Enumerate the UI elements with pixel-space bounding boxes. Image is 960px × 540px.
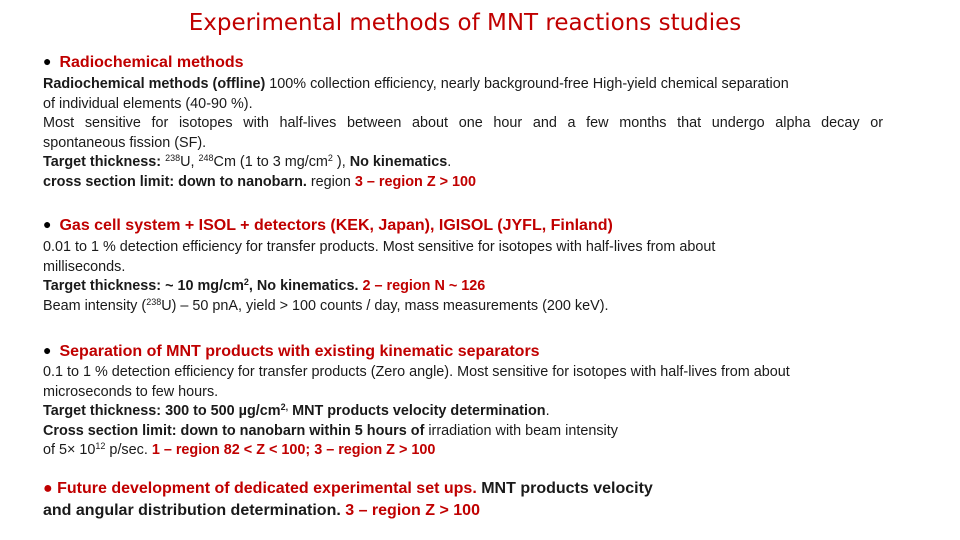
bold-label: Target thickness: ~ 10 mg/cm (43, 278, 244, 294)
text-line: Target thickness: 300 to 500 µg/cm2, MNT… (43, 402, 883, 422)
text-span: Beam intensity ( (43, 297, 147, 314)
text-span: 100% collection efficiency, nearly backg… (265, 76, 789, 92)
bullet-icon: ● (43, 216, 52, 232)
text-line: of individual elements (40-90 %). (43, 95, 253, 112)
page-title: Experimental methods of MNT reactions st… (188, 10, 742, 36)
section-future-development: ● Future development of dedicated experi… (43, 478, 923, 522)
bold-label: Cross section limit: down to nanobarn wi… (43, 422, 425, 439)
text-span: region (306, 173, 355, 190)
text-line: spontaneous fission (SF). (43, 134, 207, 151)
section-radiochemical-body: Radiochemical methods (offline) 100% col… (43, 75, 883, 192)
section-gas-cell-heading: ● Gas cell system + ISOL + detectors (KEK… (43, 216, 613, 235)
text-span: . (545, 403, 550, 419)
text-line: Target thickness: 238U, 248Cm (1 to 3 mg… (43, 153, 883, 173)
heading-text: Radiochemical methods (59, 54, 244, 71)
heading-text: Gas cell system + ISOL + detectors (KEK,… (59, 217, 613, 234)
bold-label: No kinematics (349, 154, 448, 170)
text-line: of 5× 1012 p/sec. 1 – region 82 < Z < 10… (43, 441, 883, 461)
text-line: Beam intensity (238U) – 50 pnA, yield > … (43, 297, 883, 317)
text-span: MNT products velocity (476, 480, 653, 497)
mass-number: 238 (165, 153, 181, 163)
text-line: 0.01 to 1 % detection efficiency for tra… (43, 239, 716, 255)
text-line: milliseconds. (43, 258, 126, 275)
bullet-icon: ● (43, 342, 52, 358)
text-line: Radiochemical methods (offline) 100% col… (43, 75, 883, 95)
text-line: Cross section limit: down to nanobarn wi… (43, 422, 883, 442)
text-span: ), (332, 154, 350, 170)
text-span: . (447, 154, 452, 170)
bold-label: Target thickness: 300 to 500 µg/cm (43, 403, 281, 419)
text-span: and angular distribution determination. (43, 502, 341, 519)
text-line: ● Future development of dedicated experi… (43, 478, 923, 500)
text-line: Target thickness: ~ 10 mg/cm2, No kinema… (43, 277, 883, 297)
region-label: 1 – region 82 < Z < 100; 3 – region Z > … (151, 442, 436, 458)
region-label: 2 – region N ~ 126 (358, 278, 486, 294)
text-line: cross section limit: down to nanobarn. r… (43, 173, 883, 193)
text-span: of 5× 10 (43, 442, 96, 458)
bold-label: Target thickness: (43, 154, 162, 170)
bold-label: Radiochemical methods (offline) (43, 76, 266, 92)
bold-label: MNT products velocity determination (288, 403, 546, 419)
bold-label: cross section limit: down to nanobarn. (43, 173, 307, 190)
exponent: 2 (243, 277, 249, 287)
bullet-icon: ● (43, 53, 52, 69)
text-line: and angular distribution determination. … (43, 500, 923, 522)
text-span: U) – 50 pnA, yield > 100 counts / day, m… (161, 297, 609, 314)
section-kinematic-separators-heading: ● Separation of MNT products with existin… (43, 342, 540, 361)
text-span: irradiation with beam intensity (424, 422, 618, 439)
future-heading: ● Future development of dedicated experi… (43, 480, 477, 497)
mass-number: 238 (146, 296, 162, 307)
section-radiochemical-heading: ● Radiochemical methods (43, 53, 244, 72)
exponent: 12 (95, 441, 106, 451)
region-label: 3 – region Z > 100 (340, 502, 480, 519)
section-kinematic-separators-body: 0.1 to 1 % detection efficiency for tran… (43, 363, 883, 461)
heading-text: Separation of MNT products with existing… (59, 343, 540, 360)
region-label: 3 – region Z > 100 (354, 173, 477, 190)
text-span: U, (180, 154, 199, 170)
text-span: p/sec. (105, 442, 152, 458)
exponent: 2, (280, 402, 289, 412)
bold-label: , No kinematics. (248, 278, 359, 294)
mass-number: 248 (198, 153, 214, 163)
exponent: 2 (327, 153, 333, 163)
text-span: Cm (1 to 3 mg/cm (213, 154, 328, 170)
text-line: 0.1 to 1 % detection efficiency for tran… (43, 364, 790, 380)
section-gas-cell-body: 0.01 to 1 % detection efficiency for tra… (43, 238, 883, 316)
text-line: microseconds to few hours. (43, 383, 219, 400)
text-line: Most sensitive for isotopes with half-li… (43, 115, 883, 131)
